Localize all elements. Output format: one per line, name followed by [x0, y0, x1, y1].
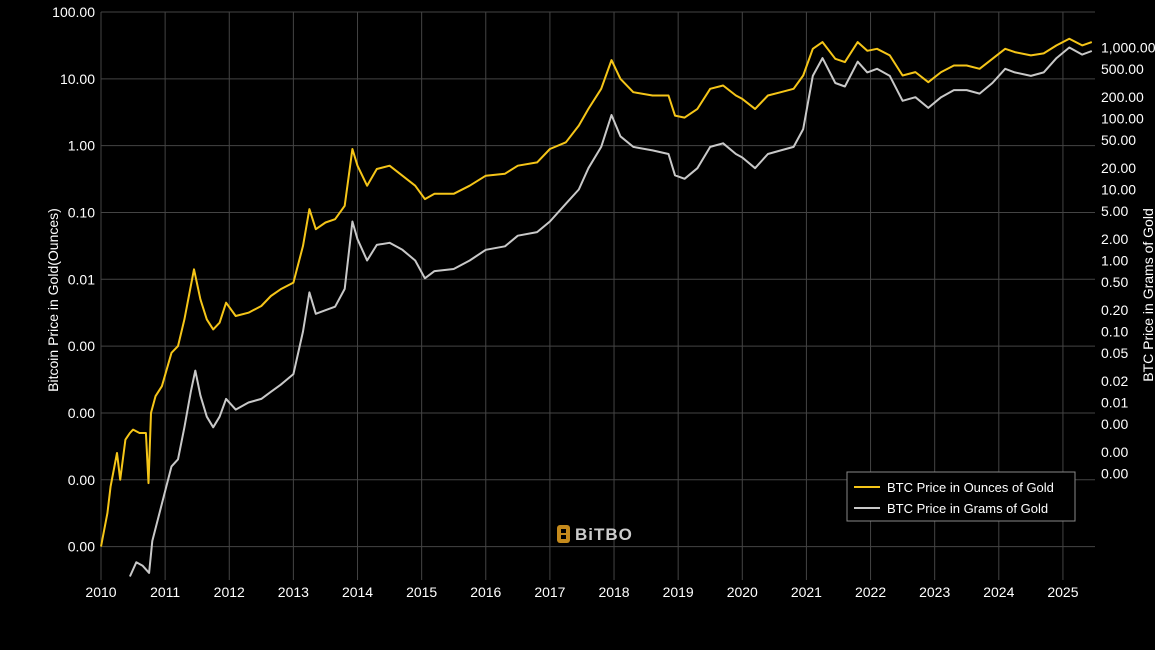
y-axis-right-title: BTC Price in Grams of Gold	[1140, 208, 1155, 382]
x-axis: 2010 2011 2012 2013 2014 2015 2016 2017 2018 2019…	[85, 584, 1078, 600]
legend-label-ounces: BTC Price in Ounces of Gold	[887, 480, 1054, 495]
x-tick-label: 2016	[470, 584, 501, 600]
bitbo-logo-icon	[557, 525, 570, 543]
y-tick-label-left: 100.00	[52, 4, 95, 20]
y-tick-label-right: 1,000.00	[1101, 40, 1155, 56]
legend-label-grams: BTC Price in Grams of Gold	[887, 501, 1048, 516]
x-tick-label: 2015	[406, 584, 437, 600]
x-tick-label: 2021	[791, 584, 822, 600]
y-tick-label-right: 0.10	[1101, 324, 1128, 340]
y-tick-label-right: 50.00	[1101, 132, 1136, 148]
x-tick-label: 2025	[1047, 584, 1078, 600]
y-tick-label-right: 500.00	[1101, 61, 1144, 77]
y-tick-label-right: 100.00	[1101, 111, 1144, 127]
y-tick-label-right: 0.00	[1101, 416, 1128, 432]
x-tick-label: 2013	[278, 584, 309, 600]
y-tick-label-right: 0.05	[1101, 345, 1128, 361]
y-tick-label-right: 0.20	[1101, 302, 1128, 318]
y-tick-label-right: 2.00	[1101, 231, 1128, 247]
series-line-ounces	[100, 37, 1093, 547]
series-line-grams	[128, 46, 1093, 577]
y-axis-left: 100.00 10.00 1.00 0.10 0.01 0.00 0.00 0.00 0.00	[52, 4, 95, 555]
y-tick-label-right: 0.00	[1101, 466, 1128, 482]
y-tick-label-right: 0.00	[1101, 444, 1128, 460]
x-tick-label: 2014	[342, 584, 373, 600]
x-tick-label: 2023	[919, 584, 950, 600]
x-tick-label: 2010	[85, 584, 116, 600]
x-tick-label: 2019	[663, 584, 694, 600]
y-tick-label-left: 0.00	[68, 405, 95, 421]
bitbo-logo-text: BiTBO	[575, 525, 633, 544]
x-tick-label: 2017	[534, 584, 565, 600]
y-axis-right: 1,000.00 500.00 200.00 100.00 50.00 20.00 10.0…	[1101, 40, 1155, 482]
y-tick-label-right: 5.00	[1101, 203, 1128, 219]
x-tick-label: 2018	[598, 584, 629, 600]
y-tick-label-right: 10.00	[1101, 182, 1136, 198]
y-tick-label-left: 0.00	[68, 338, 95, 354]
x-tick-label: 2024	[983, 584, 1014, 600]
y-tick-label-right: 200.00	[1101, 89, 1144, 105]
y-tick-label-left: 10.00	[60, 71, 95, 87]
legend: BTC Price in Ounces of Gold BTC Price in…	[846, 471, 1076, 522]
y-tick-label-left: 0.01	[68, 271, 95, 287]
x-tick-label: 2011	[150, 584, 180, 600]
bitbo-logo: BiTBO	[557, 525, 633, 544]
y-tick-label-right: 0.02	[1101, 373, 1128, 389]
y-tick-label-right: 0.01	[1101, 395, 1128, 411]
x-tick-label: 2012	[214, 584, 245, 600]
y-tick-label-left: 0.00	[68, 472, 95, 488]
series-layer	[100, 37, 1093, 577]
y-tick-label-right: 1.00	[1101, 253, 1128, 269]
y-tick-label-right: 20.00	[1101, 160, 1136, 176]
x-tick-label: 2020	[727, 584, 758, 600]
y-tick-label-right: 0.50	[1101, 274, 1128, 290]
y-tick-label-left: 1.00	[68, 138, 95, 154]
y-axis-left-title: Bitcoin Price in Gold(Ounces)	[45, 208, 61, 392]
x-tick-label: 2022	[855, 584, 886, 600]
y-tick-label-left: 0.00	[68, 539, 95, 555]
y-tick-label-left: 0.10	[68, 204, 95, 220]
